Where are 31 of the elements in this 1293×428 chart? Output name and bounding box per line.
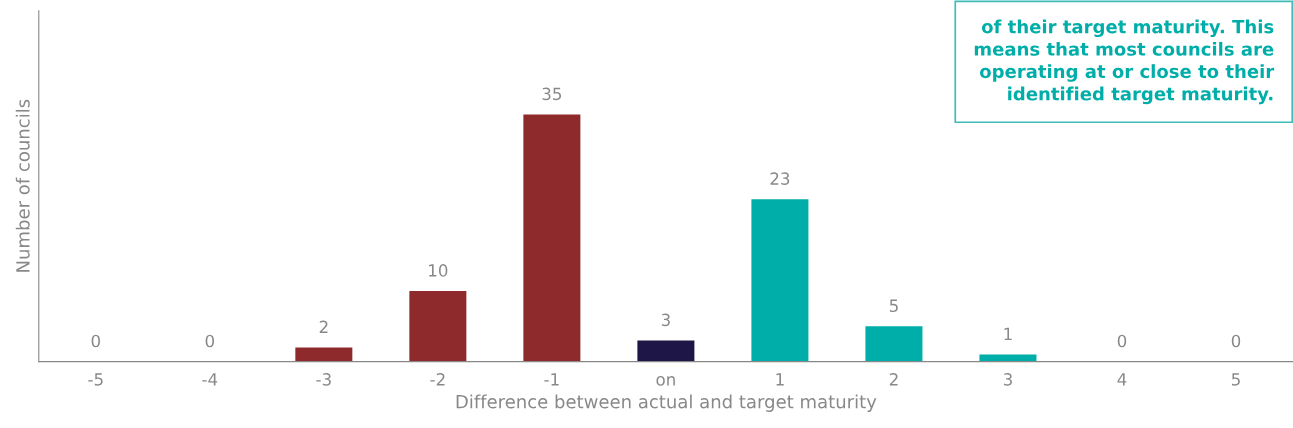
x-tick-label: -4	[202, 373, 218, 386]
x-tick-label: -5	[88, 373, 103, 386]
data-label: 10	[429, 264, 448, 277]
x-tick-label: -1	[544, 373, 559, 386]
x-tick-label: on	[656, 376, 675, 386]
data-label: 0	[1231, 334, 1241, 348]
y-axis-title: Number of councils	[15, 99, 30, 272]
bar	[751, 199, 809, 362]
data-label: 0	[1117, 334, 1127, 348]
x-axis-title: Difference between actual and target maturity	[456, 394, 877, 412]
x-tick-label: -3	[316, 373, 331, 386]
text: of their target maturity. This means that most councils are operating at or close to their identified target maturity.	[974, 19, 1275, 105]
x-tick-label: 3	[1003, 373, 1012, 386]
data-label: 0	[91, 334, 100, 348]
data-label: 0	[205, 334, 215, 348]
bar	[523, 114, 581, 362]
x-tick-label: 5	[1231, 373, 1240, 386]
x-tick-label: 1	[776, 373, 784, 386]
x-tick-label: 2	[889, 373, 898, 386]
x-tick-label: -2	[430, 373, 445, 386]
data-label: 3	[661, 313, 670, 327]
bar	[409, 291, 467, 362]
data-label: 2	[319, 320, 328, 333]
data-label: 5	[889, 299, 898, 313]
bar	[865, 326, 923, 362]
bar	[637, 340, 695, 362]
bar	[295, 347, 353, 362]
x-tick-label: 4	[1117, 373, 1127, 386]
data-label: 23	[770, 172, 790, 185]
data-label: 35	[542, 87, 562, 101]
data-label: 1	[1004, 327, 1012, 341]
